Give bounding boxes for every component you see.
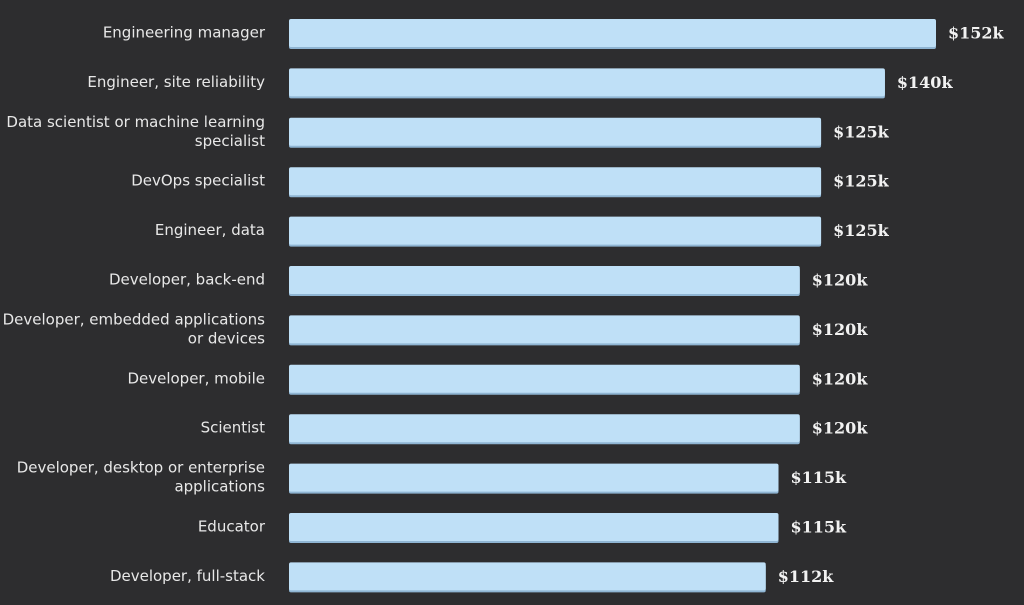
category-label: Developer, mobile [127, 369, 265, 387]
value-label: $120k [812, 271, 869, 290]
bar [289, 216, 822, 245]
category-label: Developer, desktop or enterprise applicat… [17, 459, 265, 496]
category-label: Scientist [201, 419, 266, 437]
value-label: $120k [812, 419, 869, 438]
category-label: DevOps specialist [131, 172, 265, 190]
value-label: $125k [833, 122, 890, 141]
bar-row: DevOps specialist $125k [131, 167, 890, 198]
bar-row: Developer, desktop or enterprise applicat… [17, 459, 847, 496]
bar [289, 463, 779, 492]
bar [289, 167, 822, 196]
category-label: Engineer, data [155, 221, 265, 239]
value-label: $125k [833, 172, 890, 191]
bar [289, 513, 779, 541]
category-label: Developer, full-stack [110, 567, 265, 585]
category-label: Engineering manager [103, 24, 266, 42]
value-label: $152k [948, 24, 1005, 43]
value-label: $120k [812, 369, 869, 388]
bar [289, 414, 800, 443]
category-label: Developer, embedded applications or devic… [3, 310, 266, 347]
bar [289, 364, 800, 393]
category-label: Data scientist or machine learning specia… [6, 113, 265, 150]
bar [289, 266, 800, 294]
bar-row: Data scientist or machine learning specia… [6, 113, 889, 150]
value-label: $120k [812, 320, 869, 339]
value-label: $140k [897, 73, 954, 92]
bar [289, 68, 885, 97]
bar-row: Scientist $120k [201, 414, 869, 445]
bar-row: Engineering manager $152k [103, 19, 1005, 49]
bar-row: Developer, embedded applications or devic… [3, 310, 869, 347]
bar-row: Engineer, data $125k [155, 216, 890, 247]
value-label: $115k [791, 468, 848, 487]
bar [289, 562, 766, 591]
value-label: $125k [833, 221, 890, 240]
bar [289, 315, 800, 344]
bar [289, 19, 936, 47]
category-label: Developer, back-end [109, 271, 265, 289]
category-label: Educator [198, 518, 266, 536]
value-label: $115k [791, 518, 848, 537]
value-label: $112k [778, 567, 835, 586]
bar-row: Developer, back-end $120k [109, 266, 868, 296]
bar-row: Engineer, site reliability $140k [87, 68, 954, 99]
bar-row: Developer, full-stack $112k [110, 562, 835, 593]
category-label: Engineer, site reliability [87, 73, 265, 91]
bar [289, 117, 822, 146]
bar-row: Educator $115k [198, 513, 847, 543]
bar-row: Developer, mobile $120k [127, 364, 869, 395]
